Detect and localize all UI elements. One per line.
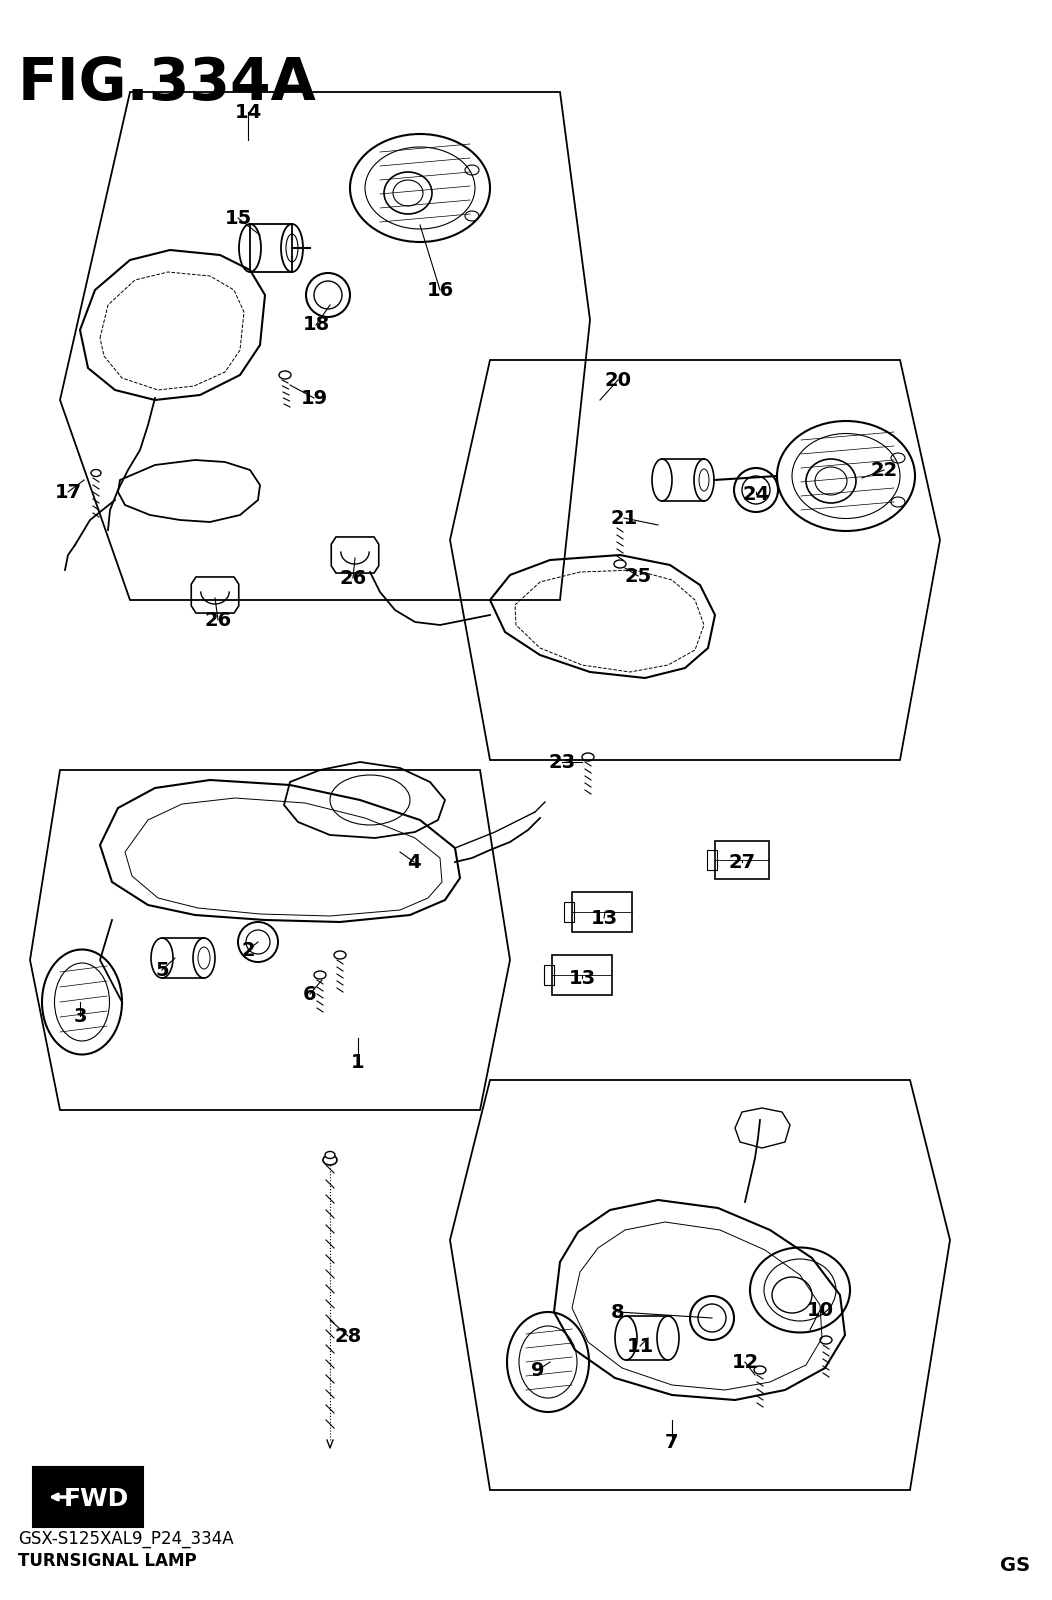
Text: FWD: FWD (63, 1486, 128, 1510)
Text: 12: 12 (731, 1352, 758, 1371)
Text: 21: 21 (610, 509, 638, 528)
Text: 26: 26 (340, 568, 367, 587)
Text: 9: 9 (531, 1360, 545, 1379)
Text: 13: 13 (590, 909, 618, 928)
Bar (544, 965, 554, 986)
Text: 4: 4 (407, 853, 421, 872)
Text: FIG.334A: FIG.334A (18, 54, 317, 112)
Text: GSX-S125XAL9_P24_334A: GSX-S125XAL9_P24_334A (18, 1530, 234, 1549)
Text: 28: 28 (335, 1326, 362, 1346)
Text: 20: 20 (605, 371, 631, 389)
Text: 1: 1 (351, 1053, 365, 1072)
Text: 15: 15 (224, 208, 251, 227)
Text: 26: 26 (204, 611, 231, 629)
Bar (564, 902, 574, 922)
Text: TURNSIGNAL LAMP: TURNSIGNAL LAMP (18, 1552, 197, 1570)
Ellipse shape (325, 1152, 335, 1158)
Text: 24: 24 (743, 485, 770, 504)
Text: 11: 11 (626, 1336, 653, 1355)
Text: 14: 14 (235, 102, 262, 122)
Text: 13: 13 (568, 968, 595, 987)
Text: 19: 19 (301, 389, 327, 408)
Text: 3: 3 (74, 1006, 86, 1026)
Text: 10: 10 (807, 1301, 833, 1320)
Text: 22: 22 (870, 461, 897, 480)
Text: 17: 17 (55, 483, 82, 501)
Text: 18: 18 (302, 315, 329, 334)
Text: 27: 27 (728, 853, 755, 872)
Text: 6: 6 (303, 984, 317, 1003)
Polygon shape (33, 1467, 143, 1526)
Text: 2: 2 (241, 941, 255, 960)
Text: 25: 25 (625, 566, 651, 586)
Text: 8: 8 (611, 1302, 625, 1322)
Text: GS: GS (999, 1555, 1030, 1574)
Bar (707, 850, 717, 870)
Text: 16: 16 (426, 280, 453, 299)
Text: 23: 23 (548, 752, 575, 771)
Text: 7: 7 (665, 1432, 679, 1451)
Text: 5: 5 (156, 960, 168, 979)
